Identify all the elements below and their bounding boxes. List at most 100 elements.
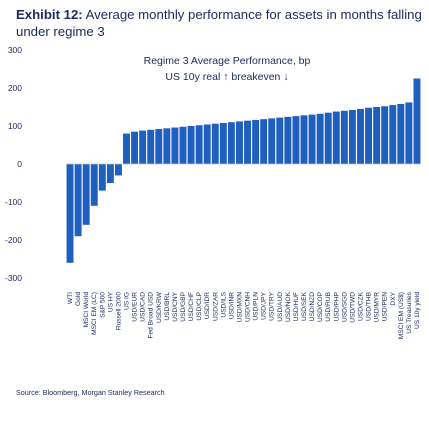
bar xyxy=(397,103,405,164)
bar xyxy=(244,120,251,164)
bar xyxy=(155,129,163,164)
bar xyxy=(187,126,195,164)
bar xyxy=(332,111,340,164)
exhibit-title-text: Average monthly performance for assets i… xyxy=(16,7,422,39)
bar xyxy=(82,164,90,225)
bar xyxy=(276,117,284,164)
x-tick-label: USD/AUD xyxy=(277,292,284,322)
x-tick-label: USD/EUR xyxy=(132,292,139,322)
bar-chart: Regime 3 Average Performance, bp US 10y … xyxy=(5,45,421,339)
x-tick-label: MSCI World xyxy=(83,292,90,328)
x-tick-label: USD/TWD xyxy=(349,292,356,323)
x-tick-label: USD/NOK xyxy=(285,291,292,322)
bar xyxy=(284,116,292,164)
bar xyxy=(324,112,332,164)
bar xyxy=(357,108,364,164)
y-tick-label: 100 xyxy=(8,121,22,131)
bar xyxy=(308,114,316,164)
x-tick-label: USD/CZK xyxy=(357,291,364,321)
bar xyxy=(66,164,74,263)
bars xyxy=(66,78,421,263)
x-tick-label: USD/INR xyxy=(228,292,235,319)
bar xyxy=(268,118,276,164)
bar xyxy=(106,164,114,183)
exhibit-label: Exhibit 12: xyxy=(16,7,83,22)
x-tick-label: USD/SGD xyxy=(341,292,348,322)
x-tick-label: USD/RUB xyxy=(325,291,332,321)
x-tick-label: USD/THB xyxy=(366,291,373,321)
x-tick-label: US HY xyxy=(107,291,114,312)
bar xyxy=(147,129,155,164)
bar xyxy=(227,122,235,164)
x-tick-label: USD/PHP xyxy=(333,291,340,321)
bar xyxy=(413,78,421,164)
x-tick-label: USD/CHF xyxy=(188,292,195,321)
bar xyxy=(405,102,413,164)
bar xyxy=(260,119,268,164)
bar xyxy=(90,164,98,206)
x-tick-label: USD/TRY xyxy=(269,291,276,320)
x-tick-label: USD/PEN xyxy=(382,292,389,322)
bar xyxy=(139,130,147,164)
bar xyxy=(373,107,381,164)
bar xyxy=(252,119,260,164)
bar xyxy=(195,125,203,164)
y-axis: 300 200 100 0 -100 -200 -300 xyxy=(5,45,22,283)
y-tick-label: -200 xyxy=(5,235,22,245)
bar xyxy=(98,164,106,191)
bar xyxy=(131,131,139,164)
x-tick-label: USD/ZAR xyxy=(212,292,219,321)
bar xyxy=(171,127,179,164)
bar xyxy=(389,105,397,164)
y-tick-label: 200 xyxy=(8,83,22,93)
x-tick-label: USD/COP xyxy=(317,291,324,322)
bar xyxy=(348,110,356,164)
x-tick-label: USD/MXN xyxy=(236,292,243,323)
x-tick-label: Gold xyxy=(75,292,82,306)
bar xyxy=(316,113,324,164)
bar xyxy=(123,133,130,164)
bar xyxy=(203,124,211,164)
bar xyxy=(300,115,308,164)
bar xyxy=(381,106,389,164)
y-tick-label: 300 xyxy=(8,45,22,55)
exhibit-title: Exhibit 12: Average monthly performance … xyxy=(16,6,426,40)
x-tick-label: USD/CNH xyxy=(245,292,252,322)
bar xyxy=(236,121,243,164)
x-tick-label: USD/BRL xyxy=(164,292,171,321)
x-tick-label: US Treasuries xyxy=(406,291,413,333)
bar xyxy=(365,107,373,164)
bar xyxy=(292,116,300,164)
x-tick-label: USD/PLN xyxy=(253,292,260,321)
x-tick-label: MSCI EM (LC) xyxy=(91,292,98,335)
bar xyxy=(74,164,82,237)
x-tick-label: USD/GBP xyxy=(180,291,187,321)
x-tick-label: DXY xyxy=(390,291,397,305)
x-tick-label: USD/KRW xyxy=(156,291,163,323)
bar xyxy=(211,123,219,164)
y-tick-label: 0 xyxy=(17,159,22,169)
bar xyxy=(340,110,348,164)
bar xyxy=(163,128,171,164)
y-tick-label: -300 xyxy=(5,273,22,283)
x-tick-label: USD/ILS xyxy=(220,291,227,317)
x-tick-label: Fed Broad USD xyxy=(148,292,155,339)
x-tick-label: Russell 2000 xyxy=(115,292,122,330)
x-tick-label: MSCI EM (US$) xyxy=(398,292,405,339)
x-tick-label: USD/JPY xyxy=(261,291,268,319)
x-tick-label: USD/SEK xyxy=(301,291,308,321)
x-tick-label: S&P 500 xyxy=(99,292,106,318)
bar xyxy=(114,164,122,176)
x-tick-label: USD/HUF xyxy=(293,292,300,321)
y-tick-label: -100 xyxy=(5,197,22,207)
chart-title: Regime 3 Average Performance, bp xyxy=(144,55,311,67)
x-tick-label: USD/MYR xyxy=(374,292,381,323)
x-tick-label: USD/CLP xyxy=(196,291,203,320)
x-tick-label: USD/CNY xyxy=(172,291,179,321)
x-axis: WTI Gold MSCI World MSCI EM (LC) S&P 500 US H… xyxy=(67,291,421,339)
chart-subtitle: US 10y real ↑ breakeven ↓ xyxy=(165,71,288,83)
x-tick-label: WTI xyxy=(67,292,74,304)
bar xyxy=(219,122,227,164)
x-tick-label: US IG xyxy=(124,292,131,310)
x-tick-label: USD/CAD xyxy=(140,292,147,322)
